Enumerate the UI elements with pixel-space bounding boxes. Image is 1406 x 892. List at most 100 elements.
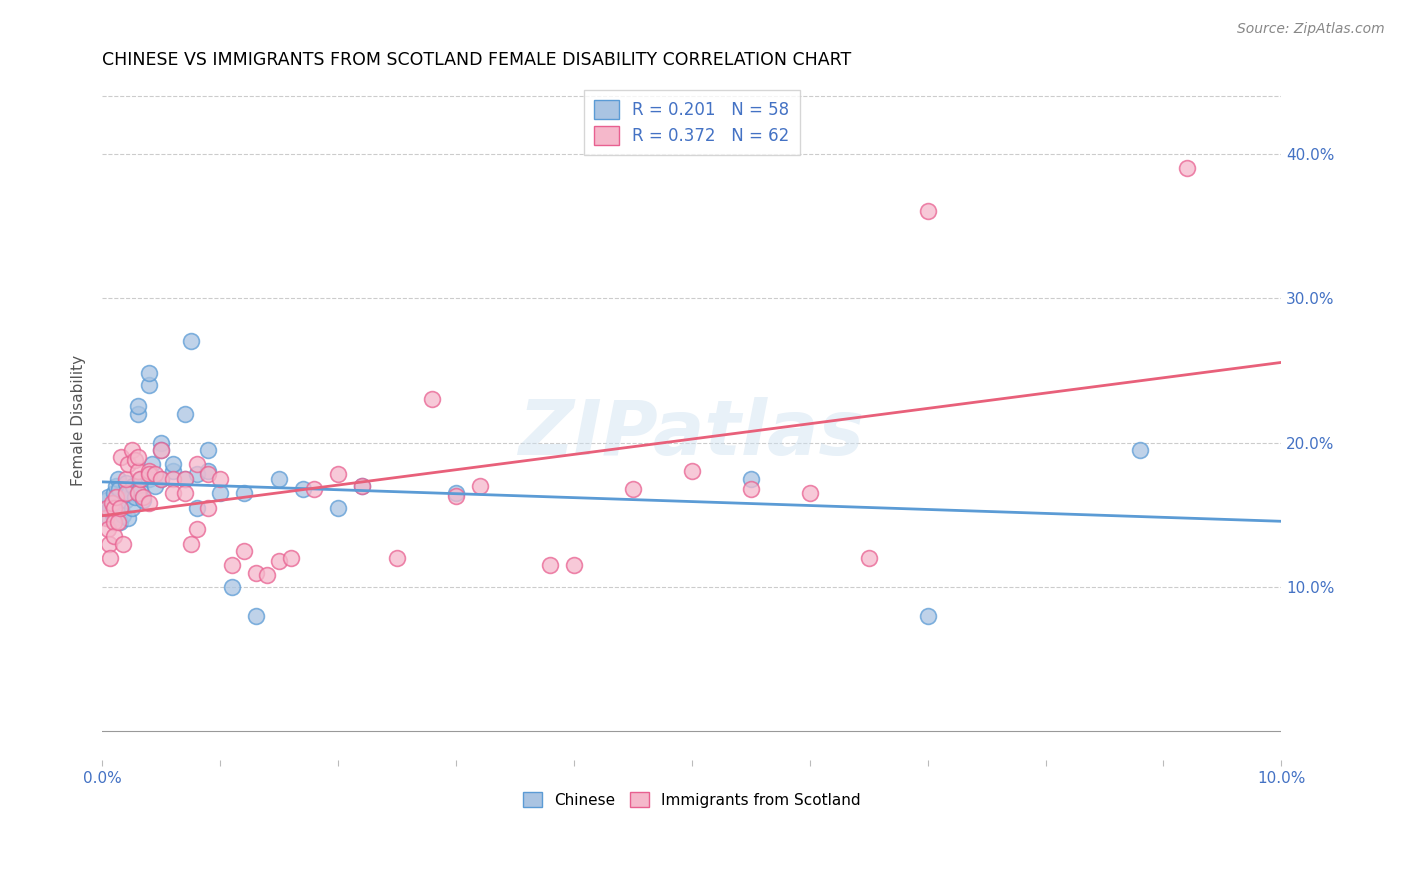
- Point: [150, 435, 173, 450]
- Point: [232, 544, 254, 558]
- Point: [197, 500, 219, 515]
- Point: [127, 400, 149, 414]
- Point: [103, 529, 125, 543]
- Point: [209, 486, 232, 500]
- Point: [132, 491, 155, 505]
- Point: [180, 536, 202, 550]
- Point: [422, 392, 444, 407]
- Legend: Chinese, Immigrants from Scotland: Chinese, Immigrants from Scotland: [517, 786, 866, 814]
- Point: [173, 472, 195, 486]
- Point: [96, 500, 118, 515]
- Point: [96, 493, 118, 508]
- Point: [326, 467, 349, 482]
- Point: [143, 467, 166, 482]
- Point: [114, 486, 136, 500]
- Point: [117, 457, 139, 471]
- Point: [917, 608, 939, 623]
- Point: [186, 500, 208, 515]
- Text: CHINESE VS IMMIGRANTS FROM SCOTLAND FEMALE DISABILITY CORRELATION CHART: CHINESE VS IMMIGRANTS FROM SCOTLAND FEMA…: [103, 51, 852, 69]
- Point: [138, 366, 160, 380]
- Point: [110, 500, 132, 515]
- Point: [304, 482, 326, 496]
- Point: [186, 467, 208, 482]
- Point: [186, 457, 208, 471]
- Point: [121, 500, 143, 515]
- Point: [98, 510, 121, 524]
- Point: [129, 482, 152, 496]
- Point: [117, 510, 139, 524]
- Point: [114, 493, 136, 508]
- Point: [127, 407, 149, 421]
- Point: [232, 486, 254, 500]
- Point: [385, 551, 408, 566]
- Point: [444, 489, 467, 503]
- Point: [112, 536, 135, 550]
- Point: [681, 465, 703, 479]
- Point: [118, 486, 141, 500]
- Point: [124, 491, 146, 505]
- Point: [98, 536, 121, 550]
- Point: [100, 551, 122, 566]
- Point: [97, 522, 120, 536]
- Point: [107, 515, 129, 529]
- Point: [114, 472, 136, 486]
- Point: [129, 472, 152, 486]
- Point: [186, 522, 208, 536]
- Point: [256, 568, 278, 582]
- Point: [110, 450, 132, 464]
- Point: [103, 486, 125, 500]
- Point: [97, 491, 120, 505]
- Point: [108, 515, 131, 529]
- Point: [127, 465, 149, 479]
- Point: [132, 493, 155, 508]
- Point: [197, 442, 219, 457]
- Point: [108, 500, 131, 515]
- Point: [162, 486, 184, 500]
- Point: [197, 465, 219, 479]
- Point: [562, 558, 585, 573]
- Point: [162, 472, 184, 486]
- Point: [103, 510, 125, 524]
- Point: [173, 472, 195, 486]
- Point: [138, 472, 160, 486]
- Point: [107, 472, 129, 486]
- Y-axis label: Female Disability: Female Disability: [72, 355, 86, 486]
- Point: [143, 479, 166, 493]
- Point: [740, 472, 762, 486]
- Point: [150, 472, 173, 486]
- Point: [103, 500, 125, 515]
- Point: [221, 558, 243, 573]
- Point: [621, 482, 644, 496]
- Point: [799, 486, 821, 500]
- Point: [127, 486, 149, 500]
- Point: [917, 204, 939, 219]
- Point: [112, 508, 135, 522]
- Point: [245, 608, 267, 623]
- Point: [173, 407, 195, 421]
- Point: [107, 482, 129, 496]
- Point: [1175, 161, 1198, 175]
- Point: [103, 496, 125, 510]
- Point: [350, 479, 373, 493]
- Point: [127, 450, 149, 464]
- Point: [138, 496, 160, 510]
- Point: [173, 486, 195, 500]
- Point: [100, 496, 122, 510]
- Point: [291, 482, 314, 496]
- Point: [245, 566, 267, 580]
- Point: [138, 465, 160, 479]
- Point: [150, 442, 173, 457]
- Point: [141, 457, 163, 471]
- Point: [94, 500, 117, 515]
- Point: [267, 554, 290, 568]
- Point: [114, 475, 136, 490]
- Text: Source: ZipAtlas.com: Source: ZipAtlas.com: [1237, 22, 1385, 37]
- Point: [94, 510, 117, 524]
- Point: [740, 482, 762, 496]
- Point: [100, 505, 122, 519]
- Point: [100, 500, 122, 515]
- Text: ZIPatlas: ZIPatlas: [519, 398, 865, 472]
- Point: [180, 334, 202, 349]
- Point: [138, 467, 160, 482]
- Point: [121, 442, 143, 457]
